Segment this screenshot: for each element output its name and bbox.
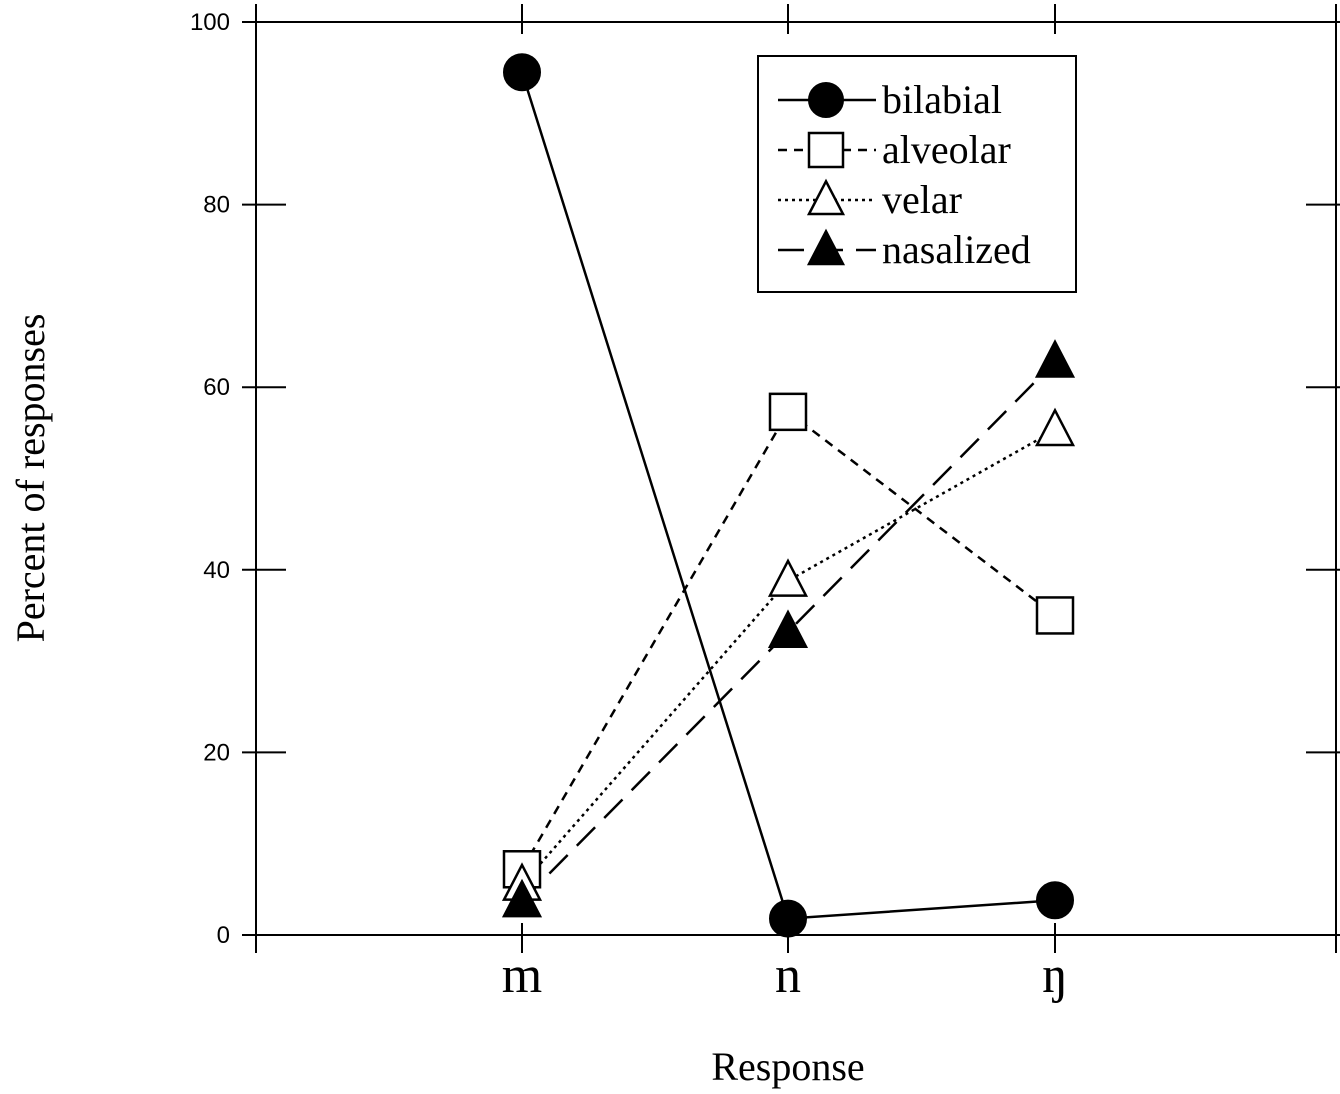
data-point-nasalized xyxy=(501,878,543,918)
y-axis-title: Percent of responses xyxy=(8,314,53,643)
y-tick-label: 20 xyxy=(203,739,230,766)
series-line-velar xyxy=(521,429,1056,886)
data-point-velar xyxy=(1034,407,1076,447)
data-point-bilabial xyxy=(503,53,541,92)
series-layer xyxy=(501,53,1076,938)
legend: bilabial alveolar velar nasalized xyxy=(757,55,1077,293)
data-point-nasalized xyxy=(1034,339,1076,378)
data-point-nasalized xyxy=(767,609,809,648)
y-axis: 0 20 40 60 80 100 xyxy=(190,9,1340,949)
legend-marker-alveolar xyxy=(807,131,845,169)
legend-marker-velar xyxy=(806,178,846,216)
y-tick-label: 0 xyxy=(217,922,230,949)
legend-label-velar: velar xyxy=(882,177,962,222)
legend-label-bilabial: bilabial xyxy=(882,77,1002,122)
series-line-nasalized xyxy=(521,360,1056,903)
data-point-bilabial xyxy=(769,899,807,938)
legend-label-alveolar: alveolar xyxy=(882,127,1011,172)
data-point-bilabial xyxy=(1036,881,1074,920)
data-point-velar xyxy=(767,558,809,597)
x-axis-title: Response xyxy=(711,1044,864,1089)
legend-marker-nasalized xyxy=(806,228,846,266)
y-tick-label: 80 xyxy=(203,192,230,219)
y-tick-label: 40 xyxy=(203,557,230,584)
x-category-label: n xyxy=(775,947,801,1004)
data-point-alveolar xyxy=(768,392,808,432)
y-tick-label: 60 xyxy=(203,374,230,401)
x-category-label: m xyxy=(502,947,542,1004)
x-category-label: ŋ xyxy=(1042,947,1068,1004)
legend-marker-bilabial xyxy=(808,82,844,118)
data-point-alveolar xyxy=(1035,596,1075,635)
legend-label-nasalized: nasalized xyxy=(882,227,1031,272)
y-tick-label: 100 xyxy=(190,9,230,36)
